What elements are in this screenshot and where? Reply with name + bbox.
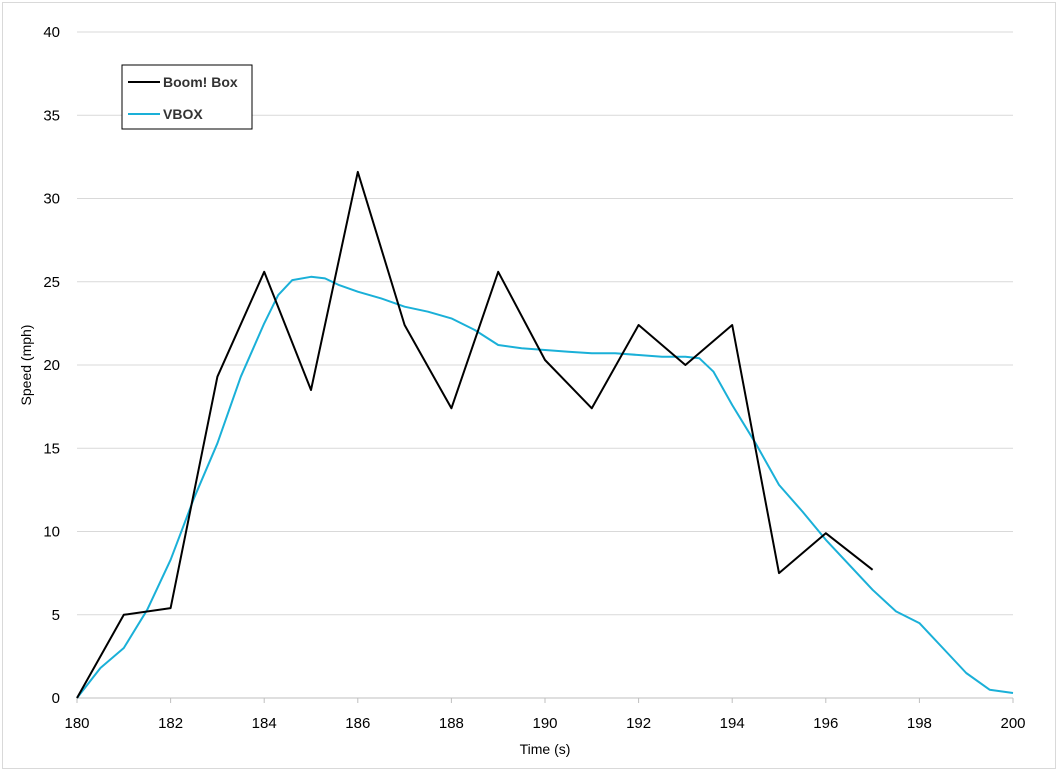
y-tick-label: 25 [43, 274, 60, 291]
x-tick-label: 188 [439, 715, 464, 732]
x-tick-label: 198 [907, 715, 932, 732]
legend-label-boom-box: Boom! Box [163, 74, 238, 90]
x-tick-label: 190 [532, 715, 557, 732]
x-tick-label: 186 [345, 715, 370, 732]
gridlines [77, 31, 1013, 616]
legend-box [121, 64, 253, 130]
series-lines [76, 170, 1014, 699]
y-tick-label: 5 [52, 607, 60, 624]
vbox-series-line [76, 275, 1014, 699]
x-tick-label: 196 [813, 715, 838, 732]
y-tick-label: 40 [43, 24, 60, 41]
axes: 0 5 10 15 20 25 30 35 40 180 182 184 186 188 190 192 194… [43, 24, 1025, 732]
y-tick-label: 15 [43, 440, 60, 457]
y-tick-label: 35 [43, 107, 60, 124]
boom-box-series-line [76, 170, 874, 699]
legend-label-vbox: VBOX [163, 106, 203, 122]
x-tick-label: 200 [1000, 715, 1025, 732]
legend: Boom! Box VBOX [121, 64, 253, 130]
y-axis-title: Speed (mph) [18, 325, 34, 406]
x-tick-label: 194 [720, 715, 745, 732]
x-tick-label: 192 [626, 715, 651, 732]
x-tick-label: 182 [158, 715, 183, 732]
x-axis-title: Time (s) [520, 741, 571, 757]
y-tick-label: 10 [43, 524, 60, 541]
y-tick-label: 0 [52, 690, 60, 707]
y-tick-label: 20 [43, 357, 60, 374]
x-tick-label: 184 [252, 715, 277, 732]
x-tick-label: 180 [64, 715, 89, 732]
y-tick-label: 30 [43, 191, 60, 208]
